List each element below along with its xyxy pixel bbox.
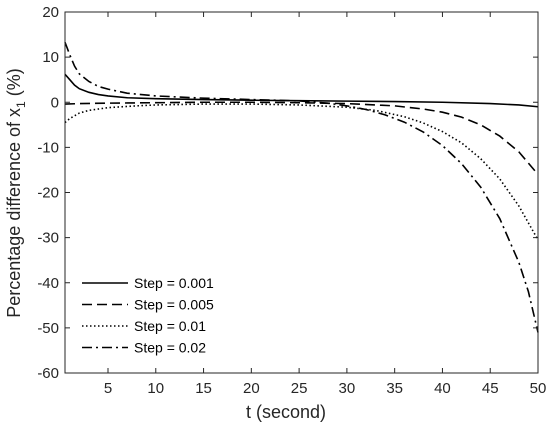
legend-label-4: Step = 0.02 (134, 340, 206, 356)
y-axis-label-subscript: 1 (14, 101, 28, 108)
plot-background (65, 12, 538, 373)
y-axis-label: Percentage difference of x1 (%) (4, 68, 28, 318)
x-tick-label: 50 (530, 380, 547, 397)
x-tick-label: 15 (195, 380, 212, 397)
y-axis-label-main: Percentage difference of x (4, 108, 24, 318)
legend-label-3: Step = 0.01 (134, 318, 206, 334)
series-line-4 (64, 41, 539, 333)
x-tick-label: 35 (386, 380, 403, 397)
series-line-1 (64, 73, 539, 108)
y-tick-label: -30 (37, 230, 59, 247)
series-line-2 (64, 101, 539, 175)
x-tick-label: 10 (147, 380, 164, 397)
x-axis-label: t (second) (246, 402, 326, 422)
y-tick-label: -60 (37, 365, 59, 382)
y-tick-label: -40 (37, 275, 59, 292)
y-tick-label: 0 (51, 94, 59, 111)
tick-labels: 5 10 15 20 25 30 35 40 45 50 20 10 0 -10 -20 -30 -40 -50 -… (37, 4, 546, 397)
x-tick-label: 5 (104, 380, 112, 397)
x-tick-label: 30 (339, 380, 356, 397)
y-tick-label: 10 (42, 49, 59, 66)
legend-label-1: Step = 0.001 (134, 275, 214, 291)
legend-label-2: Step = 0.005 (134, 297, 214, 313)
x-tick-label: 25 (291, 380, 308, 397)
y-tick-label: -50 (37, 320, 59, 337)
y-tick-label: -10 (37, 139, 59, 156)
plot-area (65, 12, 538, 373)
y-tick-label: 20 (42, 4, 59, 21)
series-layer (64, 41, 539, 333)
x-tick-label: 40 (434, 380, 451, 397)
x-tick-label: 45 (482, 380, 499, 397)
y-tick-label: -20 (37, 185, 59, 202)
x-tick-label: 20 (243, 380, 260, 397)
legend: Step = 0.001 Step = 0.005 Step = 0.01 Step … (82, 275, 214, 356)
axes (64, 11, 539, 374)
y-axis-label-unit: (%) (4, 68, 24, 96)
